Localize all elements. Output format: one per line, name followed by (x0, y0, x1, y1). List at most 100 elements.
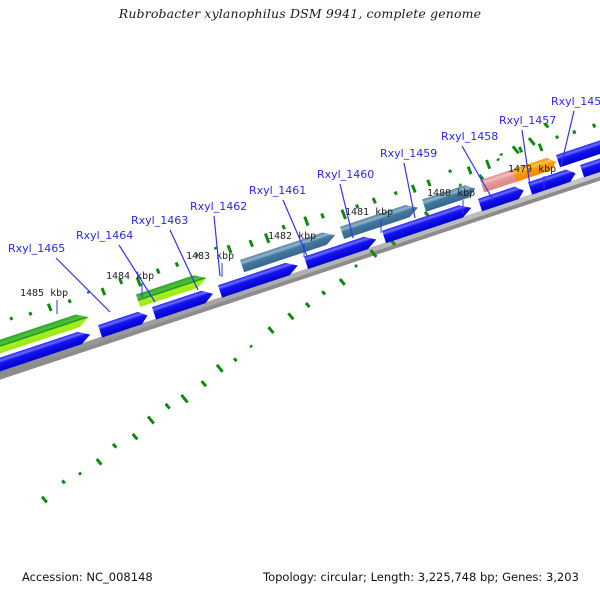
tick-mark (200, 380, 208, 388)
gene-feature-blue[interactable] (304, 233, 378, 270)
tick-mark (86, 290, 91, 295)
gene-feature-steel[interactable] (422, 182, 477, 212)
tick-mark (155, 268, 161, 275)
tick-mark-line (164, 402, 171, 410)
tick-mark (135, 276, 142, 287)
gene-arrow[interactable] (152, 288, 215, 320)
gene-feature-green[interactable] (0, 311, 90, 359)
tick-mark-line (354, 263, 359, 268)
tick-mark-line (249, 344, 253, 349)
tick-mark-line (369, 249, 378, 258)
gene-feature-blue[interactable] (98, 309, 150, 338)
coordinate-label-4: 1481 kbp (345, 207, 393, 218)
tick-mark-line (61, 479, 66, 485)
gene-label-rxyl_1464[interactable]: Rxyl_1464 (76, 229, 133, 242)
upper-feature-track (0, 137, 600, 359)
gene-arrow[interactable] (0, 328, 92, 377)
tick-mark (77, 471, 83, 476)
gene-feature-blue[interactable] (0, 328, 92, 377)
gene-arrow[interactable] (512, 156, 558, 182)
gene-label-rxyl_1463[interactable]: Rxyl_1463 (131, 214, 188, 227)
gene-label-rxyl_1465[interactable]: Rxyl_1465 (8, 242, 65, 255)
tick-mark (174, 261, 180, 268)
gene-feature-blue[interactable] (528, 167, 578, 195)
accession-text: Accession: NC_008148 (22, 570, 153, 584)
gene-feature-blue[interactable] (580, 155, 600, 178)
gene-leader-line (560, 110, 575, 167)
gene-label-rxyl_1462[interactable]: Rxyl_1462 (190, 200, 247, 213)
tick-mark (591, 123, 597, 129)
tick-mark (369, 249, 378, 258)
lower-tick-track (40, 122, 550, 504)
tick-mark-line (518, 146, 524, 153)
tick-mark-line (448, 169, 453, 174)
gene-arrow[interactable] (0, 311, 90, 359)
gene-label-rxyl_1457[interactable]: Rxyl_1457 (499, 114, 556, 127)
gene-leader-line (521, 129, 531, 187)
tick-mark (410, 184, 417, 193)
gene-arrow[interactable] (340, 201, 420, 240)
tick-mark (180, 394, 189, 404)
gene-feature-steel[interactable] (340, 201, 420, 240)
tick-mark-line (215, 363, 224, 373)
gene-leader-line (403, 162, 416, 219)
gene-arrow[interactable] (528, 167, 578, 195)
tick-mark (458, 183, 463, 188)
gene-arrow[interactable] (98, 309, 150, 338)
gene-label-rxyl_1460[interactable]: Rxyl_1460 (317, 168, 374, 181)
tick-mark-line (95, 458, 103, 466)
lower-gene-track (0, 155, 600, 377)
tick-mark-line (281, 224, 286, 230)
tick-mark-line (390, 239, 397, 246)
gene-feature-blue[interactable] (152, 288, 215, 320)
gene-leader-line (339, 183, 354, 239)
gene-arrow[interactable] (556, 137, 600, 168)
gene-label-rxyl_1461[interactable]: Rxyl_1461 (249, 184, 306, 197)
gene-leader-line (213, 215, 221, 277)
gene-arrow[interactable] (580, 155, 600, 178)
tick-mark-line (458, 183, 463, 188)
tick-mark-line (321, 290, 327, 296)
gene-feature-blue[interactable] (556, 137, 600, 168)
tick-mark (499, 152, 504, 157)
tick-mark-line (267, 326, 275, 335)
tick-mark-line (67, 298, 72, 304)
tick-mark-line (213, 246, 218, 251)
tick-mark (195, 253, 200, 257)
tick-mark (213, 246, 218, 251)
tick-mark-line (591, 123, 597, 129)
gene-arrow[interactable] (240, 229, 337, 273)
gene-feature-steel[interactable] (240, 229, 337, 273)
gene-arrow[interactable] (218, 259, 300, 298)
gene-feature-blue[interactable] (218, 259, 300, 298)
tick-mark-line (410, 184, 417, 193)
tick-mark (67, 298, 72, 304)
tick-mark (485, 159, 492, 170)
gene-label-rxyl_1456[interactable]: Rxyl_1456 (551, 95, 600, 108)
tick-mark-line (320, 212, 325, 219)
gene-arrow[interactable] (304, 233, 378, 270)
gene-feature-blue[interactable] (478, 184, 526, 212)
tick-mark-line (496, 157, 500, 162)
gene-arrow[interactable] (422, 182, 477, 212)
gene-arrow[interactable] (478, 184, 526, 212)
gene-label-rxyl_1458[interactable]: Rxyl_1458 (441, 130, 498, 143)
tick-mark-line (263, 233, 271, 244)
tick-mark-line (180, 394, 189, 404)
tick-mark-line (232, 357, 238, 363)
tick-mark-line (9, 316, 14, 321)
tick-mark (303, 216, 310, 227)
tick-mark (111, 442, 118, 449)
tick-mark (537, 143, 544, 152)
tick-mark (248, 239, 254, 248)
gene-arrow[interactable] (382, 202, 473, 244)
gene-feature-blue[interactable] (382, 202, 473, 244)
tick-mark (46, 303, 53, 312)
gene-leader-line (461, 145, 494, 201)
gene-label-rxyl_1459[interactable]: Rxyl_1459 (380, 147, 437, 160)
tick-mark-line (303, 216, 310, 227)
tick-mark (40, 495, 48, 504)
gene-feature-orange[interactable] (512, 156, 558, 182)
tick-mark (281, 224, 286, 230)
